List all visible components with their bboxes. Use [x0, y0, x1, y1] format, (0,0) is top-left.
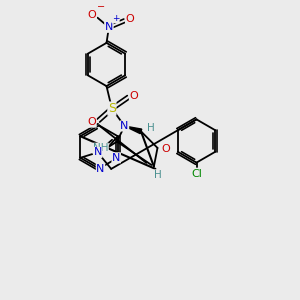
Text: O: O — [88, 10, 97, 20]
Text: N: N — [105, 22, 113, 32]
Text: H: H — [154, 170, 161, 180]
Text: N: N — [120, 121, 129, 131]
Text: O: O — [129, 91, 138, 101]
Text: N: N — [94, 147, 102, 158]
Text: H: H — [147, 123, 154, 133]
Text: −: − — [97, 2, 105, 12]
Text: O: O — [161, 144, 170, 154]
Text: S: S — [108, 102, 116, 115]
Text: N: N — [112, 153, 120, 163]
Text: +: + — [112, 14, 119, 23]
Text: NH: NH — [93, 143, 108, 153]
Text: O: O — [87, 117, 96, 127]
Text: N: N — [96, 164, 105, 174]
Text: Cl: Cl — [191, 169, 202, 179]
Text: O: O — [125, 14, 134, 24]
Polygon shape — [124, 126, 142, 134]
